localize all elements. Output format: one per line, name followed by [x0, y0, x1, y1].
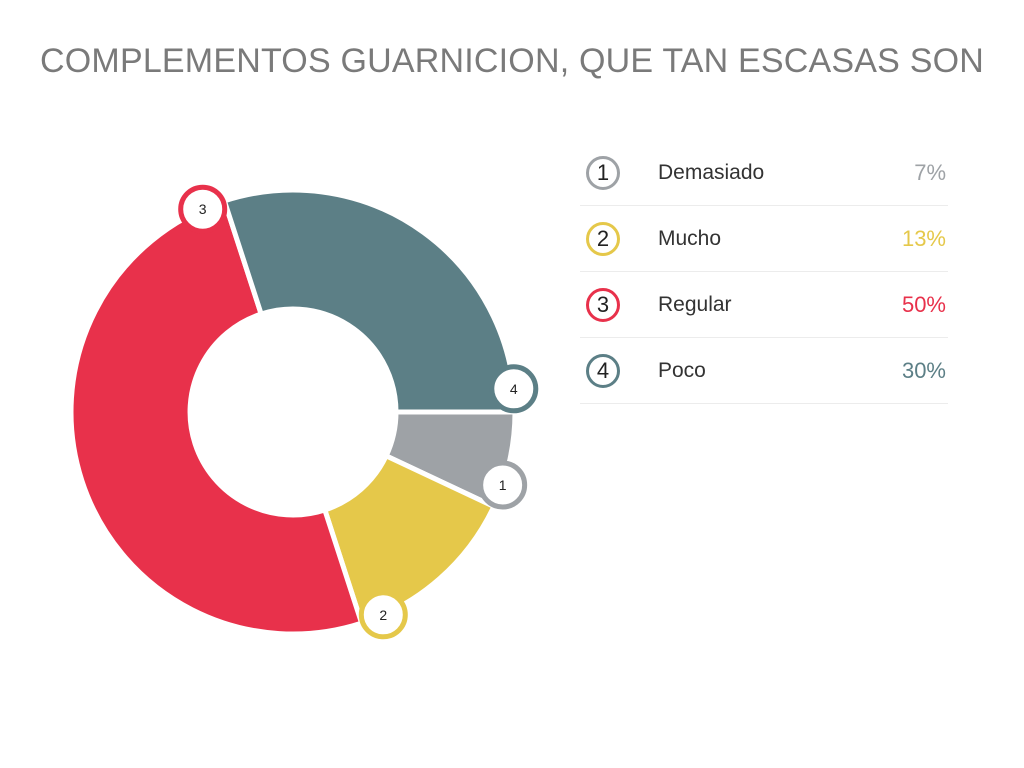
legend-value: 50%: [901, 291, 946, 317]
legend-label: Regular: [658, 292, 732, 316]
slice-poco: [221, 187, 518, 415]
legend-badge-3: 3: [586, 287, 620, 322]
legend-value: 13%: [901, 225, 946, 251]
slice-marker-2: 2: [358, 590, 408, 640]
slice-marker-3: 3: [178, 184, 228, 234]
legend-label: Demasiado: [658, 160, 765, 184]
slice-marker-1: 1: [478, 460, 528, 510]
legend-item-mucho: 2 Mucho 13%: [580, 206, 948, 272]
legend-item-demasiado: 1 Demasiado 7%: [580, 140, 948, 206]
legend-label: Mucho: [658, 226, 722, 250]
slice-marker-label: 4: [510, 381, 518, 397]
legend-badge-2: 2: [586, 221, 620, 256]
slice-marker-4: 4: [489, 364, 539, 414]
legend-value: 30%: [901, 357, 946, 383]
legend-badge-1: 1: [586, 155, 620, 190]
legend-label: Poco: [658, 358, 706, 382]
legend-item-poco: 4 Poco 30%: [580, 338, 948, 404]
slice-marker-label: 3: [199, 201, 207, 217]
legend: 1 Demasiado 7% 2 Mucho 13% 3 Regular 50%…: [580, 140, 948, 404]
slice-marker-label: 2: [379, 607, 387, 623]
slice-marker-label: 1: [499, 477, 507, 493]
chart-title: COMPLEMENTOS GUARNICION, QUE TAN ESCASAS…: [40, 42, 984, 80]
legend-value: 7%: [914, 159, 946, 185]
legend-badge-4: 4: [586, 353, 620, 388]
slice-regular: [68, 198, 365, 637]
legend-item-regular: 3 Regular 50%: [580, 272, 948, 338]
